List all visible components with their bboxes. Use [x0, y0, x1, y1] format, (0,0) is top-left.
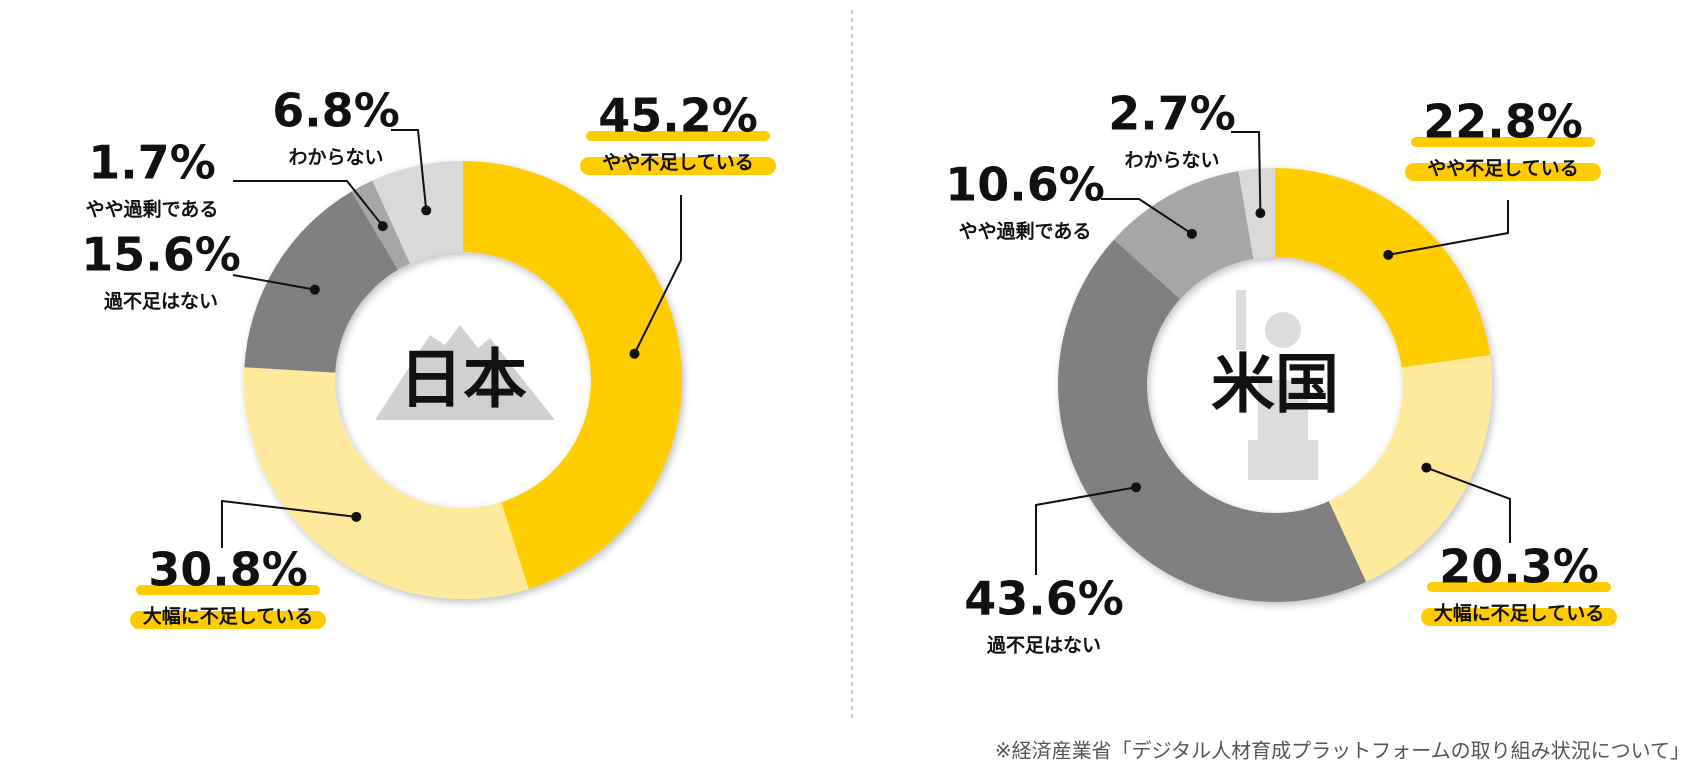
category-label: 過不足はない [987, 635, 1101, 657]
statue-icon [1236, 290, 1318, 480]
label-highlight [1427, 582, 1611, 592]
leader-dot [377, 221, 388, 232]
category-label: やや過剰である [86, 198, 219, 221]
leader-dot [1383, 249, 1394, 260]
value-label: 22.8% [1423, 95, 1583, 149]
category-label: やや不足している [602, 152, 753, 174]
leader-dot [1131, 482, 1142, 493]
leader-dot [629, 348, 640, 359]
leader-line [221, 499, 357, 548]
leader-line [232, 274, 316, 291]
leader-line [1035, 486, 1137, 575]
category-label: やや不足している [1427, 158, 1578, 180]
leader-line [1388, 200, 1509, 256]
value-label: 10.6% [945, 158, 1105, 212]
donut-slice [1114, 171, 1254, 300]
category-label: やや過剰である [959, 220, 1092, 243]
category-label: わからない [288, 147, 383, 169]
leader-line [1426, 466, 1511, 543]
donut-slice [1275, 168, 1490, 368]
leader-line [233, 180, 384, 227]
donut-slice [244, 191, 398, 373]
donut-slice [243, 367, 529, 599]
value-label: 6.8% [272, 84, 400, 138]
center-label: 日本 [399, 344, 527, 418]
value-label: 45.2% [598, 89, 758, 143]
donut-slice [1328, 355, 1493, 582]
leader-dot [1186, 228, 1197, 239]
value-label: 1.7% [88, 136, 216, 190]
leader-line [391, 129, 428, 211]
label-highlight [1411, 137, 1595, 147]
value-label: 43.6% [964, 572, 1124, 626]
leader-line [1231, 131, 1262, 214]
leader-line [1101, 198, 1193, 235]
label-highlight [136, 585, 320, 595]
label-highlight [1421, 608, 1617, 626]
category-label: 大幅に不足している [1434, 602, 1604, 625]
label-highlight [130, 611, 326, 629]
donut-slice [1057, 239, 1367, 603]
category-label: 過不足はない [104, 291, 218, 313]
label-highlight [580, 157, 776, 175]
leader-dot [1255, 208, 1266, 219]
center-label: 米国 [1211, 349, 1339, 423]
mountain-icon [375, 325, 555, 420]
footnote: ※経済産業省「デジタル人材育成プラットフォームの取り組み状況について」 [995, 739, 1690, 763]
label-highlight [1405, 163, 1601, 181]
leader-dot [1421, 462, 1432, 473]
value-label: 30.8% [148, 543, 308, 597]
value-label: 20.3% [1439, 540, 1599, 594]
category-label: 大幅に不足している [143, 605, 313, 628]
donut-slice [463, 161, 682, 589]
value-label: 15.6% [81, 228, 241, 282]
category-label: わからない [1124, 150, 1219, 172]
leader-line [633, 195, 682, 355]
leader-dot [309, 284, 320, 295]
leader-dot [351, 511, 362, 522]
donut-slice [372, 161, 463, 264]
leader-dot [421, 205, 432, 216]
label-highlight [586, 131, 770, 141]
value-label: 2.7% [1108, 87, 1236, 141]
